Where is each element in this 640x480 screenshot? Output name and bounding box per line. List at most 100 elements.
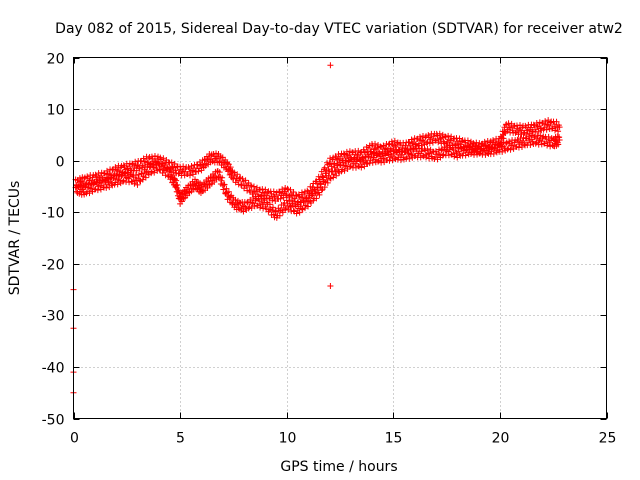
data-point (283, 197, 290, 204)
data-point (279, 209, 286, 216)
data-point (126, 163, 133, 170)
data-point (92, 171, 99, 178)
data-point (464, 137, 471, 144)
data-point (316, 191, 323, 198)
data-point (145, 155, 152, 162)
data-point (533, 119, 540, 126)
data-point (337, 153, 344, 160)
data-point (375, 158, 382, 165)
data-points (70, 62, 563, 396)
data-point (346, 163, 353, 170)
data-point (394, 140, 401, 147)
data-point (129, 160, 136, 167)
y-tick-label: 10 (47, 103, 65, 119)
data-point (544, 142, 551, 149)
data-point (102, 177, 109, 184)
data-point (527, 124, 534, 131)
data-point (448, 140, 455, 147)
data-point (517, 127, 524, 134)
data-point (293, 210, 300, 217)
data-point (257, 204, 264, 211)
data-point (218, 177, 225, 184)
data-point (369, 159, 376, 166)
y-tick-label: -10 (42, 206, 65, 222)
data-point (543, 126, 550, 133)
data-point (333, 172, 340, 179)
data-point (532, 140, 539, 147)
data-point (223, 185, 230, 192)
data-point (195, 168, 202, 175)
data-point (112, 164, 119, 171)
data-point (273, 208, 280, 215)
data-point (330, 174, 337, 181)
data-point (97, 172, 104, 179)
data-point (529, 128, 536, 135)
data-point (406, 139, 413, 146)
data-point (555, 128, 562, 135)
data-point (250, 183, 257, 190)
data-point (445, 132, 452, 139)
data-point (345, 157, 352, 164)
data-point (127, 167, 134, 174)
data-point (205, 178, 212, 185)
data-point (463, 146, 470, 153)
data-point (178, 198, 185, 205)
data-point (142, 163, 149, 170)
data-point (372, 156, 379, 163)
data-point (535, 128, 542, 135)
data-point (321, 184, 328, 191)
data-point (317, 181, 324, 188)
data-point (410, 144, 417, 151)
data-point (530, 121, 537, 128)
data-point (305, 194, 312, 201)
data-point (103, 184, 110, 191)
data-point (186, 172, 193, 179)
data-point (357, 149, 364, 156)
data-point (380, 155, 387, 162)
data-point (438, 147, 445, 154)
data-point (190, 171, 197, 178)
data-point (180, 168, 187, 175)
data-point (108, 180, 115, 187)
data-point (458, 138, 465, 145)
data-point (134, 181, 141, 188)
data-point (301, 205, 308, 212)
data-point (168, 159, 175, 166)
data-point (319, 173, 326, 180)
data-point (175, 170, 182, 177)
data-point (556, 137, 563, 144)
chart-title: Day 082 of 2015, Sidereal Day-to-day VTE… (55, 21, 623, 37)
data-point (378, 159, 385, 166)
data-point (227, 164, 234, 171)
y-tick-label: 20 (47, 52, 65, 68)
data-point (248, 204, 255, 211)
data-point (269, 204, 276, 211)
data-point (456, 151, 463, 158)
data-point (473, 139, 480, 146)
data-point (276, 188, 283, 195)
data-point (204, 185, 211, 192)
data-point (519, 137, 526, 144)
x-tick-label: 20 (492, 431, 510, 447)
data-point (552, 127, 559, 134)
data-point (297, 199, 304, 206)
data-point (333, 160, 340, 167)
data-point (116, 168, 123, 175)
data-point (216, 158, 223, 165)
data-point (85, 181, 92, 188)
data-point (263, 192, 270, 199)
data-point (194, 162, 201, 169)
data-point (419, 152, 426, 159)
tick-layer: 0 5 10 15 20 25 -50 -40 -30 -20 -10 0 10 20 (42, 52, 617, 447)
data-point (539, 134, 546, 141)
data-point (408, 151, 415, 158)
data-point (341, 167, 348, 174)
data-point (507, 146, 514, 153)
data-point (114, 181, 121, 188)
y-tick-label: 0 (56, 155, 65, 171)
data-point (545, 133, 552, 140)
data-point (545, 122, 552, 129)
data-point (219, 174, 226, 181)
data-point (113, 172, 120, 179)
data-point (467, 151, 474, 158)
